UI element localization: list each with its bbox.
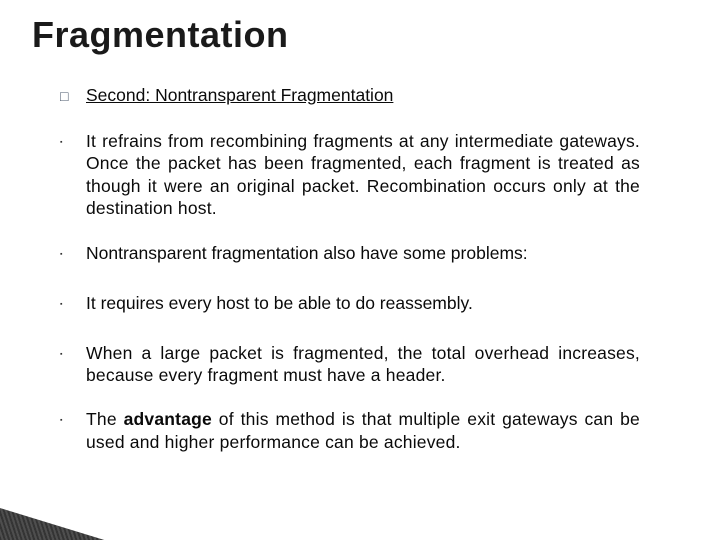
content-area: Second: Nontransparent Fragmentation It … bbox=[60, 84, 640, 453]
advantage-text: The advantage of this method is that mul… bbox=[86, 408, 640, 453]
page-title: Fragmentation bbox=[32, 14, 720, 56]
list-item: It refrains from recombining fragments a… bbox=[60, 130, 640, 220]
bullet-icon bbox=[60, 292, 86, 320]
list-item: When a large packet is fragmented, the t… bbox=[60, 342, 640, 387]
list-item: The advantage of this method is that mul… bbox=[60, 408, 640, 453]
bullet-text: Nontransparent fragmentation also have s… bbox=[86, 242, 640, 264]
bullet-icon bbox=[60, 130, 86, 158]
slide: Fragmentation Second: Nontransparent Fra… bbox=[0, 14, 720, 540]
bullet-icon bbox=[60, 342, 86, 370]
advantage-prefix: The bbox=[86, 409, 124, 429]
bullet-text: When a large packet is fragmented, the t… bbox=[86, 342, 640, 387]
heading-text: Second: Nontransparent Fragmentation bbox=[86, 84, 640, 106]
advantage-word: advantage bbox=[124, 409, 212, 429]
corner-triangle-decoration bbox=[0, 508, 150, 540]
bullet-text: It refrains from recombining fragments a… bbox=[86, 130, 640, 220]
list-item: It requires every host to be able to do … bbox=[60, 292, 640, 320]
heading-row: Second: Nontransparent Fragmentation bbox=[60, 84, 640, 108]
bullet-icon bbox=[60, 242, 86, 270]
bullet-icon bbox=[60, 408, 86, 436]
hollow-square-icon bbox=[60, 84, 86, 108]
bullet-text: It requires every host to be able to do … bbox=[86, 292, 640, 314]
list-item: Nontransparent fragmentation also have s… bbox=[60, 242, 640, 270]
